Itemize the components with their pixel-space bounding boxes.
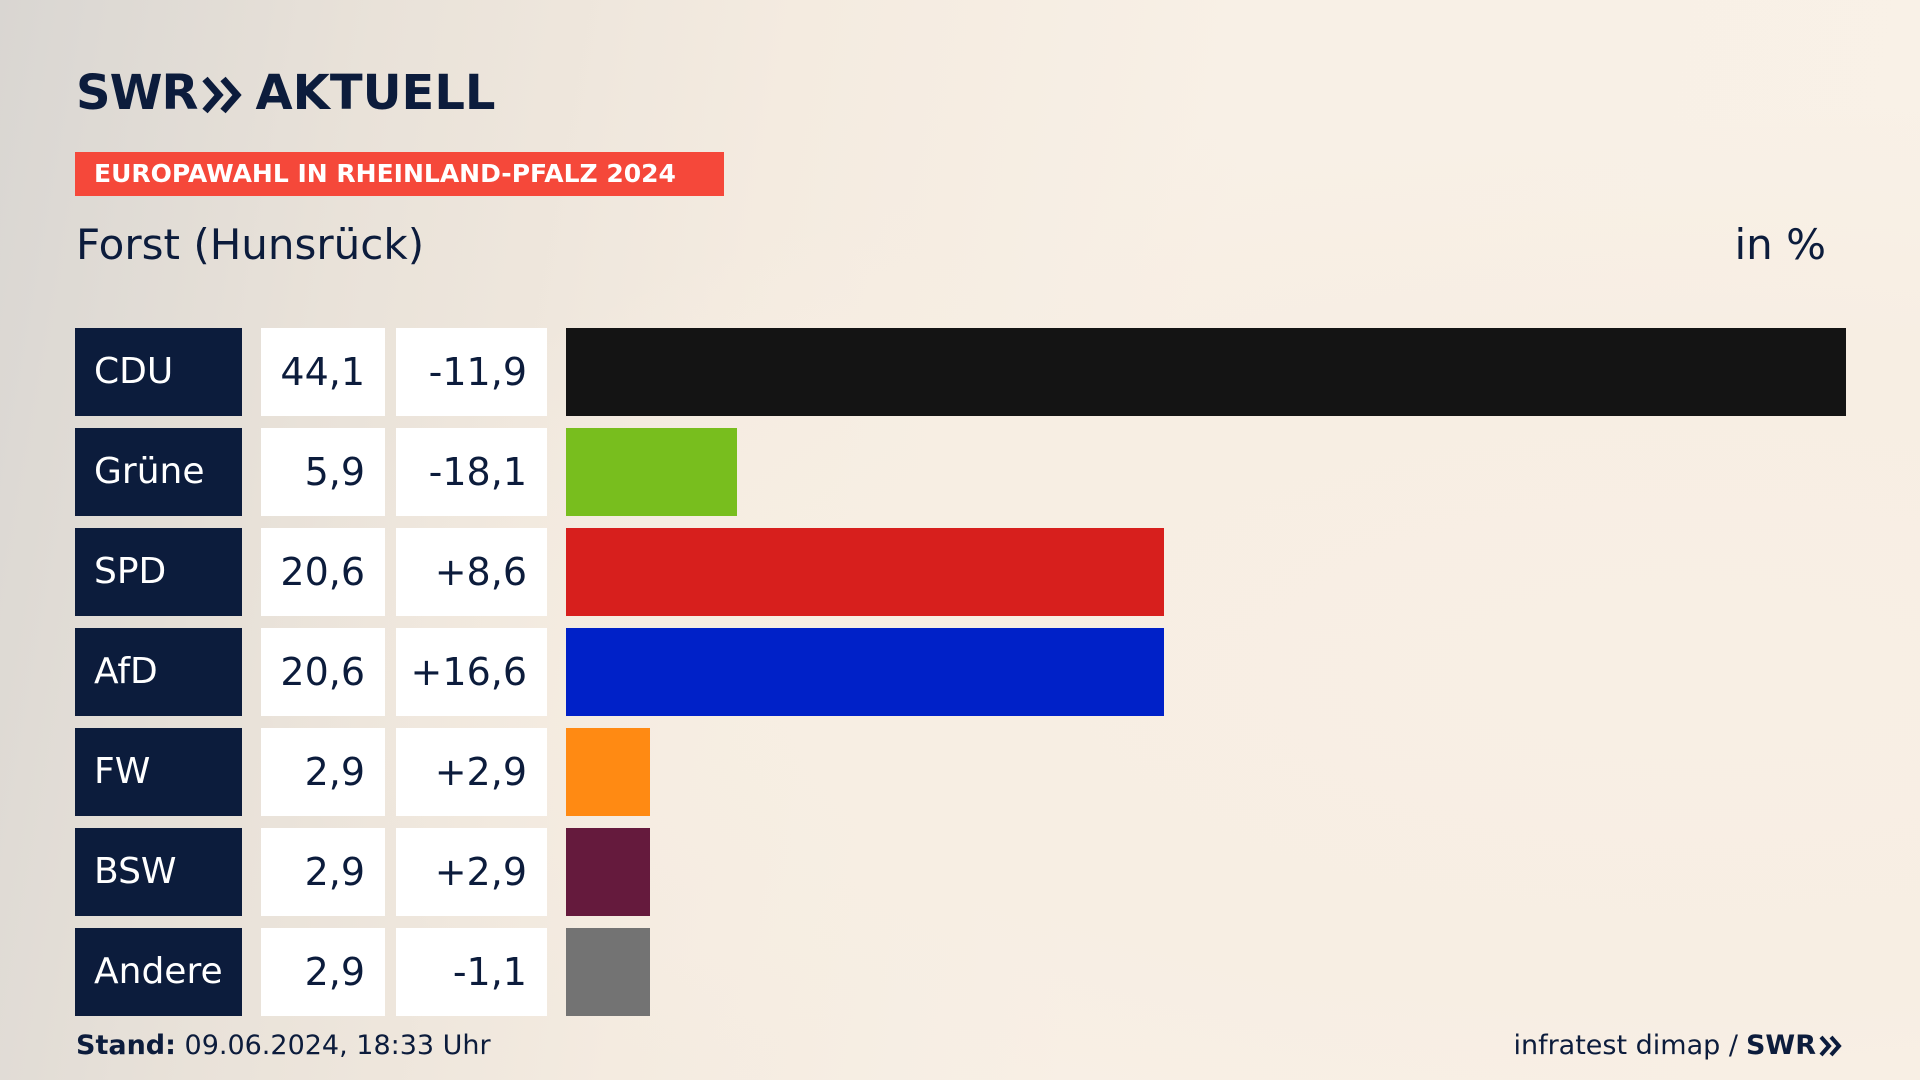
stand-label: Stand: [76, 1030, 176, 1061]
footer-chevron-icon [1819, 1035, 1842, 1056]
event-banner: EUROPAWAHL IN RHEINLAND-PFALZ 2024 [75, 152, 724, 196]
result-row: Grüne 5,9 -18,1 [75, 428, 1846, 516]
result-bar [566, 528, 1164, 616]
result-row: AfD 20,6 +16,6 [75, 628, 1846, 716]
source-text: infratest dimap / [1513, 1030, 1738, 1061]
vote-change-label: +2,9 [396, 728, 547, 816]
vote-share-label: 20,6 [261, 628, 385, 716]
result-row: Andere 2,9 -1,1 [75, 928, 1846, 1016]
result-row: BSW 2,9 +2,9 [75, 828, 1846, 916]
vote-change-label: +8,6 [396, 528, 547, 616]
party-label: BSW [75, 828, 242, 916]
party-label: Andere [75, 928, 242, 1016]
result-row: CDU 44,1 -11,9 [75, 328, 1846, 416]
logo-swr-text: SWR [76, 65, 198, 121]
result-bar [566, 928, 650, 1016]
timestamp: Stand: 09.06.2024, 18:33 Uhr [76, 1030, 491, 1061]
result-bar [566, 628, 1164, 716]
result-bar [566, 828, 650, 916]
vote-share-label: 44,1 [261, 328, 385, 416]
result-bar [566, 428, 737, 516]
vote-change-label: +2,9 [396, 828, 547, 916]
result-row: FW 2,9 +2,9 [75, 728, 1846, 816]
footer-brand-text: SWR [1745, 1030, 1816, 1061]
result-row: SPD 20,6 +8,6 [75, 528, 1846, 616]
result-bar [566, 728, 650, 816]
vote-change-label: +16,6 [396, 628, 547, 716]
vote-share-label: 2,9 [261, 928, 385, 1016]
double-chevron-icon [202, 76, 243, 114]
party-label: CDU [75, 328, 242, 416]
stand-value: 09.06.2024, 18:33 Uhr [184, 1030, 491, 1061]
vote-change-label: -18,1 [396, 428, 547, 516]
result-bar [566, 328, 1846, 416]
vote-share-label: 20,6 [261, 528, 385, 616]
party-label: FW [75, 728, 242, 816]
swr-aktuell-logo: SWR AKTUELL [76, 65, 496, 121]
party-label: SPD [75, 528, 242, 616]
place-title: Forst (Hunsrück) [76, 220, 425, 269]
source-credit: infratest dimap / SWR [1513, 1030, 1844, 1061]
party-label: Grüne [75, 428, 242, 516]
vote-change-label: -11,9 [396, 328, 547, 416]
logo-aktuell-text: AKTUELL [255, 65, 496, 121]
vote-change-label: -1,1 [396, 928, 547, 1016]
vote-share-label: 5,9 [261, 428, 385, 516]
vote-share-label: 2,9 [261, 828, 385, 916]
party-label: AfD [75, 628, 242, 716]
unit-label: in % [1734, 220, 1826, 269]
vote-share-label: 2,9 [261, 728, 385, 816]
